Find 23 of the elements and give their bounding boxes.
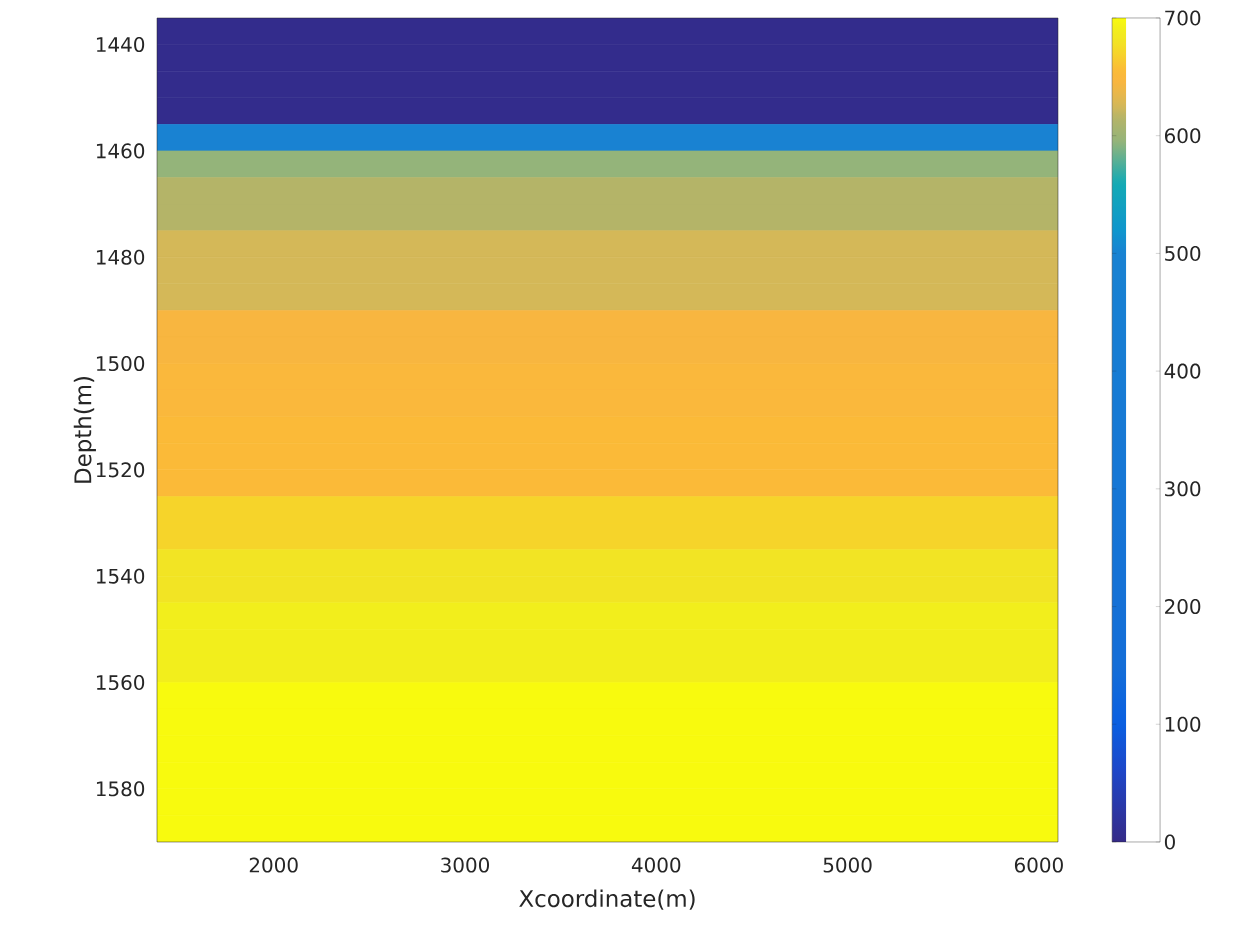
color-bar-label: 100 — [1165, 716, 1201, 732]
x-axis-title: Xcoordinate(m) — [519, 889, 695, 910]
y-tick-label: 1580 — [96, 781, 145, 797]
color-bar-label: 500 — [1165, 245, 1201, 261]
y-tick-label: 1560 — [96, 674, 145, 691]
y-tick-label: 1540 — [96, 568, 145, 584]
x-tick-label: 2000 — [249, 857, 298, 873]
y-tick-label: 1520 — [96, 462, 145, 478]
y-tick-label: 1480 — [96, 249, 145, 265]
y-axis-title: Depth(m) — [73, 376, 96, 483]
color-bar-label: 400 — [1164, 363, 1201, 379]
color-bar-label: 200 — [1165, 599, 1201, 615]
color-bar-label: 600 — [1164, 128, 1201, 144]
color-bar-label: 700 — [1165, 10, 1201, 26]
x-tick-label: 3000 — [441, 857, 490, 873]
y-tick-label: 1440 — [96, 37, 145, 53]
y-tick-label: 1460 — [96, 143, 145, 159]
x-tick-label: 5000 — [823, 857, 872, 873]
color-bar-label: 0 — [1164, 834, 1175, 850]
color-bar-label: 300 — [1165, 481, 1201, 497]
x-tick-label: 6000 — [1014, 857, 1063, 873]
x-tick-label: 4000 — [631, 857, 681, 873]
y-tick-label: 1500 — [96, 356, 145, 372]
